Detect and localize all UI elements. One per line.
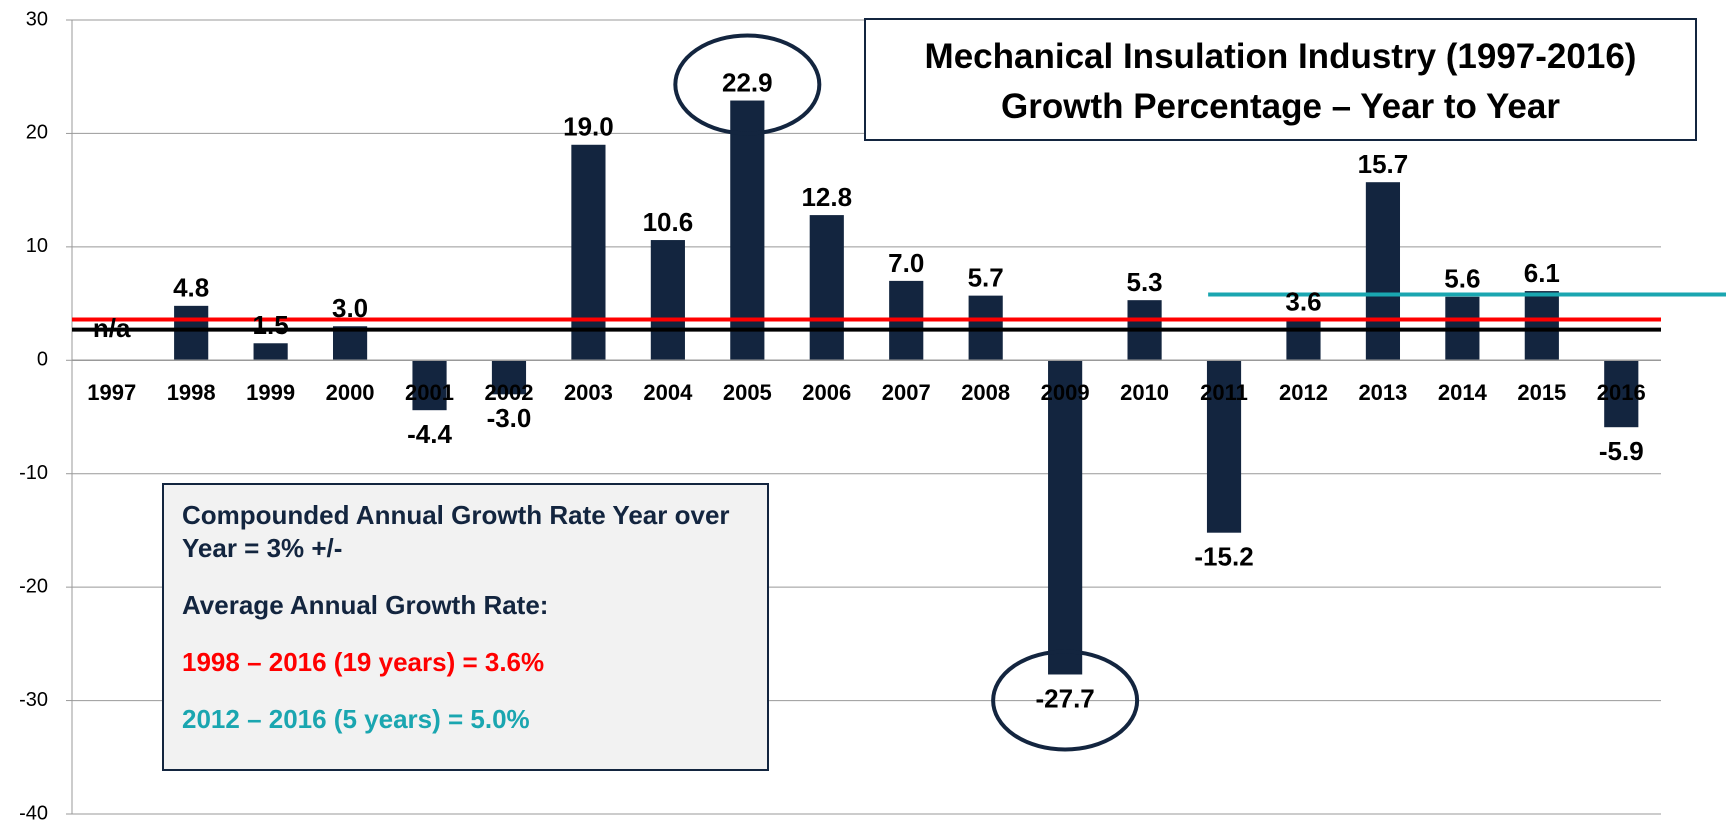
value-label: 5.7 bbox=[968, 263, 1004, 293]
x-tick-label: 2012 bbox=[1279, 380, 1328, 405]
value-label: 10.6 bbox=[643, 207, 694, 237]
x-tick-label: 1998 bbox=[167, 380, 216, 405]
x-tick-label: 2013 bbox=[1358, 380, 1407, 405]
value-label: -15.2 bbox=[1194, 542, 1253, 572]
value-label: 6.1 bbox=[1524, 258, 1560, 288]
y-tick-label: -10 bbox=[19, 462, 48, 484]
x-tick-label: 1997 bbox=[87, 380, 136, 405]
y-tick-label: 30 bbox=[26, 8, 48, 30]
bar bbox=[571, 144, 606, 361]
bar bbox=[253, 343, 288, 361]
bar bbox=[730, 100, 765, 361]
bar bbox=[332, 326, 368, 361]
chart-title: Mechanical Insulation Industry (1997-201… bbox=[924, 37, 1637, 76]
x-tick-label: 2000 bbox=[326, 380, 375, 405]
value-label: 5.6 bbox=[1444, 264, 1480, 294]
value-label: 22.9 bbox=[722, 67, 773, 97]
x-tick-label: 2005 bbox=[723, 380, 772, 405]
x-tick-label: 2004 bbox=[643, 380, 693, 405]
bar bbox=[491, 360, 527, 395]
x-tick-label: 2002 bbox=[484, 380, 533, 405]
x-tick-label: 2014 bbox=[1438, 380, 1488, 405]
bar bbox=[1604, 360, 1639, 428]
bar bbox=[1206, 360, 1242, 533]
bar bbox=[1048, 360, 1083, 675]
y-tick-label: 0 bbox=[37, 349, 48, 371]
x-tick-label: 2016 bbox=[1597, 380, 1646, 405]
value-label: 12.8 bbox=[801, 182, 852, 212]
note: Average Annual Growth Rate: bbox=[182, 590, 549, 620]
value-label: -5.9 bbox=[1599, 436, 1644, 466]
y-tick-label: 20 bbox=[26, 122, 48, 144]
note: 1998 – 2016 (19 years) = 3.6% bbox=[182, 647, 545, 677]
value-label: -3.0 bbox=[487, 403, 532, 433]
bar bbox=[1286, 319, 1321, 361]
x-tick-label: 1999 bbox=[246, 380, 295, 405]
notes-box: Compounded Annual Growth Rate Year over … bbox=[162, 483, 769, 771]
bar bbox=[412, 360, 447, 411]
value-label: n/a bbox=[93, 313, 131, 343]
x-tick-label: 2010 bbox=[1120, 380, 1169, 405]
value-label: 3.0 bbox=[332, 293, 368, 323]
x-tick-label: 2009 bbox=[1041, 380, 1090, 405]
value-label: 3.6 bbox=[1285, 286, 1321, 316]
bar bbox=[809, 215, 844, 361]
bar bbox=[650, 240, 685, 361]
title-box: Mechanical Insulation Industry (1997-201… bbox=[864, 18, 1697, 141]
x-tick-label: 2015 bbox=[1517, 380, 1566, 405]
bar bbox=[174, 305, 209, 361]
x-tick-label: 2011 bbox=[1200, 380, 1248, 405]
y-tick-label: -30 bbox=[19, 689, 48, 711]
value-label: 5.3 bbox=[1126, 267, 1162, 297]
value-label: 19.0 bbox=[563, 112, 614, 142]
highlight-circle bbox=[673, 33, 822, 136]
value-label: -27.7 bbox=[1035, 683, 1094, 713]
chart-subtitle: Growth Percentage – Year to Year bbox=[1001, 87, 1560, 126]
value-label: -4.4 bbox=[407, 419, 452, 449]
y-tick-label: -20 bbox=[19, 575, 48, 597]
x-tick-label: 2003 bbox=[564, 380, 613, 405]
value-label: 7.0 bbox=[888, 248, 924, 278]
x-tick-label: 2007 bbox=[882, 380, 931, 405]
note: 2012 – 2016 (5 years) = 5.0% bbox=[182, 704, 530, 734]
highlight-circle bbox=[991, 649, 1140, 752]
bar bbox=[1524, 291, 1559, 361]
note: Compounded Annual Growth Rate Year over … bbox=[182, 500, 730, 563]
value-label: 15.7 bbox=[1358, 149, 1409, 179]
bar bbox=[1365, 182, 1401, 361]
value-label: 1.5 bbox=[253, 310, 289, 340]
x-tick-label: 2001 bbox=[405, 380, 454, 405]
y-tick-label: 10 bbox=[26, 235, 48, 257]
x-tick-label: 2006 bbox=[802, 380, 851, 405]
x-tick-label: 2008 bbox=[961, 380, 1010, 405]
y-tick-label: -40 bbox=[19, 802, 48, 824]
value-label: 4.8 bbox=[173, 273, 209, 303]
